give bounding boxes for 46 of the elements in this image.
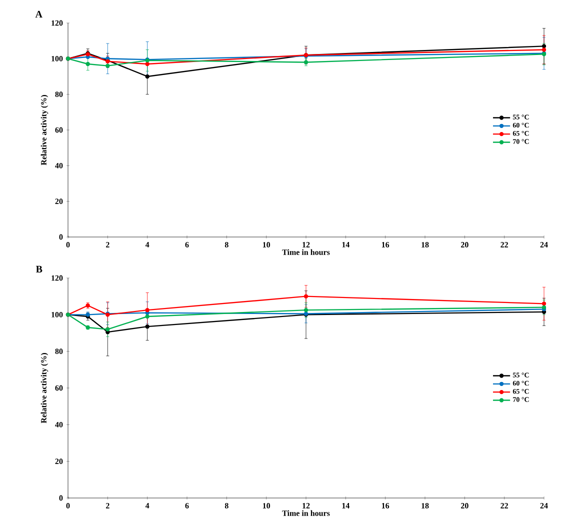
y-tick-label: 0: [59, 234, 63, 240]
x-tick-label: 22: [500, 242, 508, 248]
x-tick-label: 4: [145, 503, 150, 508]
x-axis-title: Time in hours: [282, 510, 330, 516]
x-tick-label: 10: [262, 242, 270, 248]
x-tick-label: 24: [540, 503, 548, 508]
x-tick-label: 6: [185, 503, 189, 508]
y-tick-label: 60: [55, 385, 63, 391]
y-tick-label: 120: [52, 20, 63, 26]
x-tick-label: 18: [422, 242, 429, 248]
x-tick-label: 16: [382, 503, 390, 508]
y-axis-title: Relative activity (%): [40, 95, 48, 166]
chart-title: A: [35, 10, 42, 18]
y-tick-label: 100: [52, 312, 63, 318]
y-tick-label: 80: [55, 348, 63, 354]
x-tick-label: 2: [106, 242, 110, 248]
y-tick-label: 80: [55, 92, 63, 98]
x-tick-label: 2: [106, 503, 110, 508]
x-tick-label: 8: [224, 242, 228, 248]
x-tick-label: 6: [185, 242, 189, 248]
x-tick-label: 0: [66, 503, 70, 508]
x-tick-label: 14: [342, 503, 350, 508]
y-tick-label: 100: [52, 56, 63, 62]
x-tick-label: 20: [461, 503, 468, 508]
y-axis-title: Relative activity (%): [40, 353, 48, 424]
x-tick-label: 0: [66, 242, 70, 248]
x-tick-label: 8: [224, 503, 228, 508]
y-tick-label: 40: [55, 422, 63, 428]
chart-title: B: [36, 266, 42, 272]
x-tick-label: 22: [500, 503, 508, 508]
x-tick-label: 20: [461, 242, 468, 248]
y-tick-label: 20: [55, 458, 63, 464]
y-tick-label: 0: [59, 495, 63, 501]
y-tick-label: 120: [52, 275, 63, 281]
x-axis-title: Time in hours: [282, 249, 330, 255]
x-tick-label: 16: [382, 242, 390, 248]
y-tick-label: 40: [55, 162, 63, 168]
y-tick-label: 60: [55, 127, 63, 133]
x-tick-label: 14: [342, 242, 350, 248]
x-tick-label: 24: [540, 242, 548, 248]
x-tick-label: 4: [145, 242, 150, 248]
x-tick-label: 12: [302, 242, 310, 248]
x-tick-label: 12: [302, 503, 310, 508]
x-tick-label: 18: [422, 503, 429, 508]
x-tick-label: 10: [262, 503, 270, 508]
y-tick-label: 20: [55, 198, 63, 204]
